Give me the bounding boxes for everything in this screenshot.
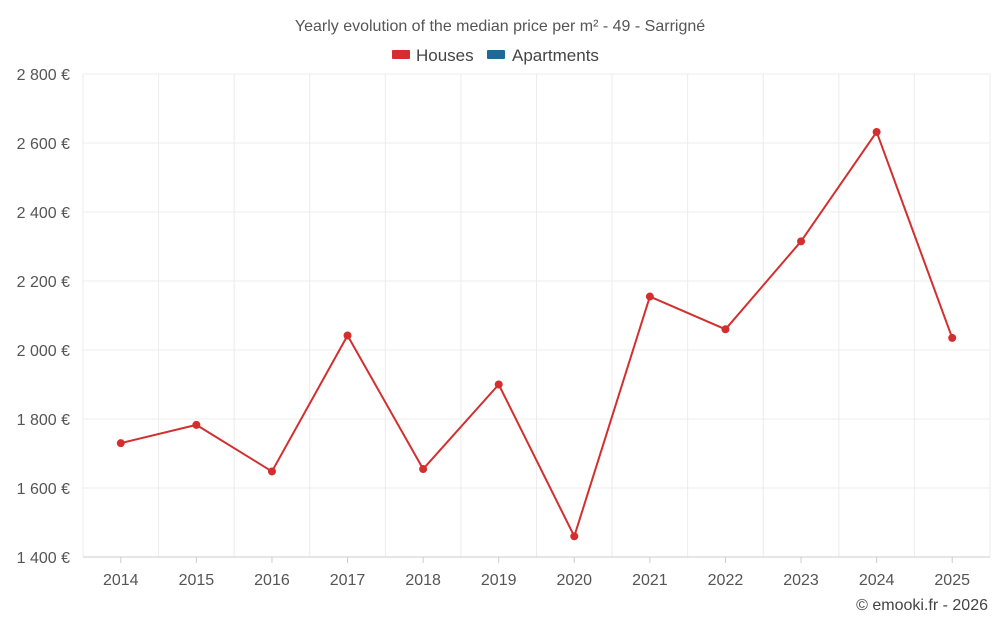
x-tick-label: 2025 [934, 572, 970, 589]
x-tick-label: 2021 [632, 572, 668, 589]
data-point-2018[interactable] [419, 465, 428, 474]
data-point-2023[interactable] [797, 237, 806, 246]
legend-label-houses: Houses [416, 46, 474, 65]
x-tick-label: 2020 [556, 572, 592, 589]
data-point-2022[interactable] [721, 325, 730, 334]
y-tick-label: 2 800 € [17, 67, 70, 84]
x-tick-label: 2017 [330, 572, 366, 589]
y-tick-label: 2 600 € [17, 136, 70, 153]
y-axis: 1 400 € 1 600 € 1 800 € 2 000 € 2 200 € 2 400… [17, 67, 70, 567]
x-tick-label: 2022 [708, 572, 744, 589]
data-point-2021[interactable] [645, 292, 654, 301]
data-point-2016[interactable] [267, 467, 276, 476]
data-point-2025[interactable] [948, 333, 957, 342]
x-tick-label: 2019 [481, 572, 517, 589]
data-point-2024[interactable] [872, 127, 881, 136]
data-point-2020[interactable] [570, 532, 579, 541]
data-point-2014[interactable] [116, 439, 125, 448]
x-axis: 2014 2015 2016 2017 2018 2019 2020 2021 2022 2023… [83, 556, 990, 589]
x-tick-label: 2023 [783, 572, 819, 589]
chart-title: Yearly evolution of the median price per… [295, 18, 705, 35]
legend-item-apartments[interactable]: Apartments [487, 46, 599, 65]
legend-swatch-apartments [487, 50, 505, 59]
series-houses [116, 127, 957, 541]
y-tick-label: 1 400 € [17, 550, 70, 567]
y-tick-label: 2 200 € [17, 274, 70, 291]
y-tick-label: 1 800 € [17, 412, 70, 429]
x-tick-label: 2015 [179, 572, 215, 589]
data-point-2019[interactable] [494, 380, 503, 389]
credit-text: © emooki.fr - 2026 [856, 597, 988, 614]
legend: Houses Apartments [392, 46, 599, 65]
y-tick-label: 2 400 € [17, 205, 70, 222]
x-tick-label: 2014 [103, 572, 139, 589]
y-tick-label: 2 000 € [17, 343, 70, 360]
legend-item-houses[interactable]: Houses [392, 46, 474, 65]
legend-label-apartments: Apartments [512, 46, 599, 65]
x-tick-label: 2016 [254, 572, 290, 589]
data-point-2017[interactable] [343, 331, 352, 340]
y-tick-label: 1 600 € [17, 481, 70, 498]
data-point-2015[interactable] [192, 420, 201, 429]
series-line-houses [120, 130, 954, 538]
x-tick-label: 2018 [405, 572, 441, 589]
x-tick-label: 2024 [859, 572, 895, 589]
legend-swatch-houses [392, 50, 410, 59]
grid [82, 73, 991, 557]
